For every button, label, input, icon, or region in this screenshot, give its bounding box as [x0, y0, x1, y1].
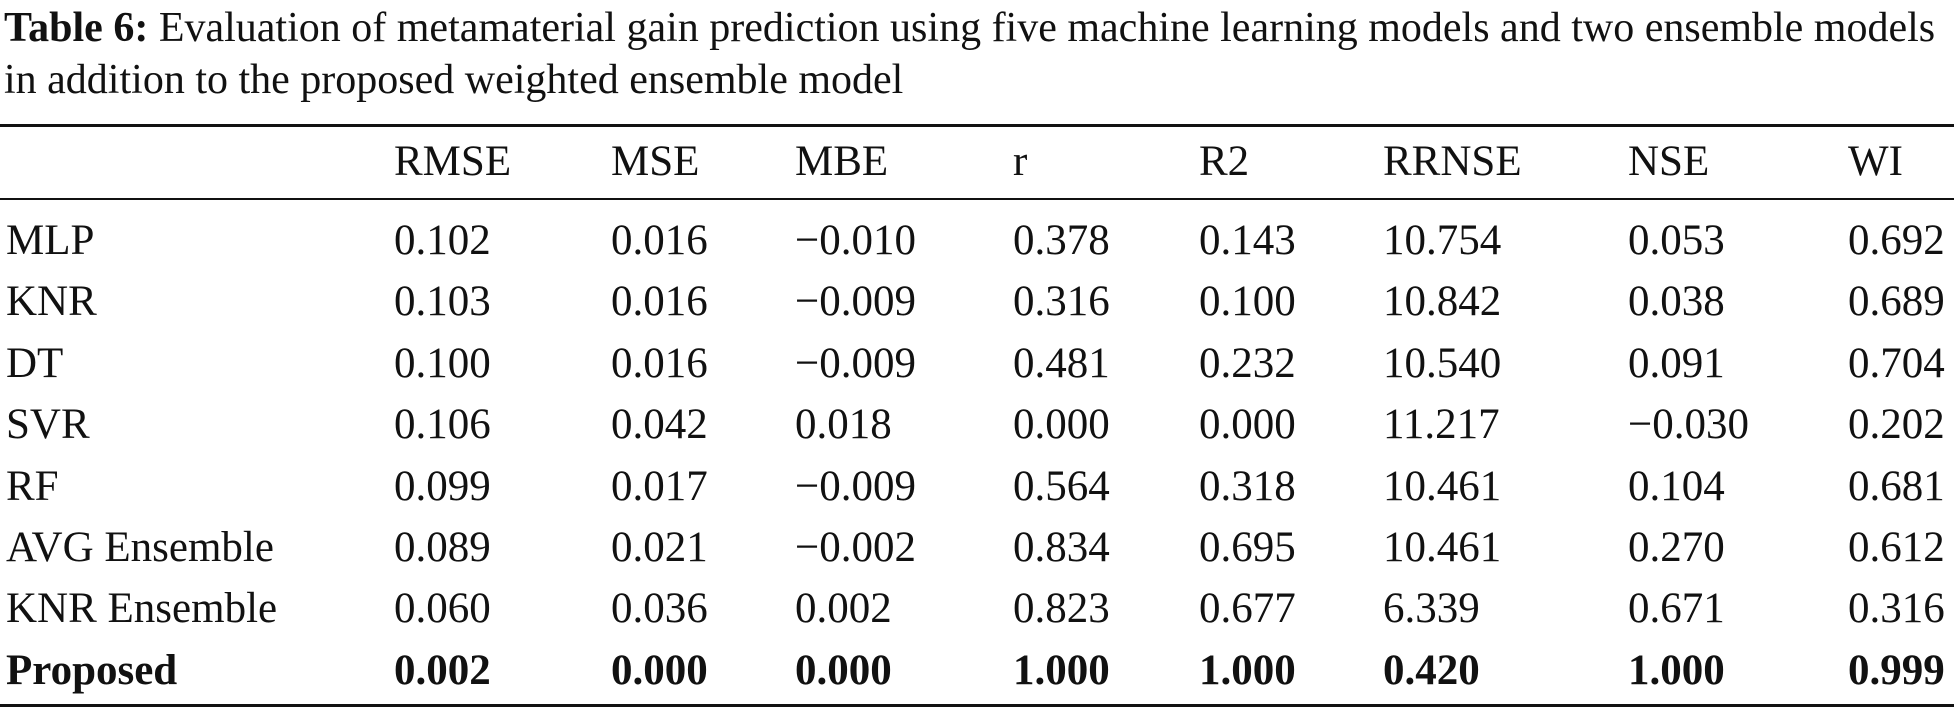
top-rule — [0, 124, 1954, 127]
table-cell: 0.270 — [1628, 524, 1725, 571]
table-cell: 0.378 — [1013, 217, 1110, 264]
table-cell: −0.009 — [795, 278, 917, 326]
table-cell: 0.481 — [1013, 339, 1110, 387]
table-caption: Table 6: Evaluation of metamaterial gain… — [4, 2, 1952, 106]
table-cell: −0.009 — [795, 339, 917, 387]
table-cell: 10.842 — [1383, 278, 1502, 326]
table-cell: 0.823 — [1013, 585, 1110, 633]
row-label: KNR — [6, 278, 97, 326]
table-cell: 0.834 — [1013, 524, 1110, 571]
table-cell: 0.143 — [1199, 217, 1296, 264]
table-cell: 0.681 — [1848, 462, 1945, 510]
table-cell: 0.202 — [1848, 401, 1945, 449]
table-cell: 0.000 — [1199, 401, 1296, 449]
column-header: RRNSE — [1383, 138, 1522, 185]
table-cell: 0.016 — [611, 278, 708, 326]
table-cell: 6.339 — [1383, 585, 1480, 633]
table-cell: 0.100 — [1199, 278, 1296, 326]
row-label: Proposed — [6, 646, 178, 694]
table-cell: 0.564 — [1013, 462, 1110, 510]
table-cell: 0.018 — [795, 401, 892, 449]
table-cell: −0.009 — [795, 462, 917, 510]
column-header: R2 — [1199, 138, 1250, 185]
table-cell: 0.612 — [1848, 524, 1945, 571]
table-cell: 0.103 — [394, 278, 491, 326]
row-label: SVR — [6, 401, 90, 449]
row-label: DT — [6, 339, 64, 387]
table-cell: 0.089 — [394, 524, 491, 571]
table-cell: 0.036 — [611, 585, 708, 633]
table-cell: 0.316 — [1848, 585, 1945, 633]
table-cell: 0.021 — [611, 524, 708, 571]
table-cell: 0.106 — [394, 401, 491, 449]
table-cell: 1.000 — [1628, 646, 1725, 694]
header-rule — [0, 198, 1954, 200]
column-header: r — [1013, 138, 1028, 185]
table-cell: 0.053 — [1628, 217, 1725, 264]
table-cell: 0.000 — [1013, 401, 1110, 449]
table-cell: 0.017 — [611, 462, 708, 510]
table-cell: 0.999 — [1848, 646, 1945, 694]
table-cell: 0.689 — [1848, 278, 1945, 326]
table-cell: 0.232 — [1199, 339, 1296, 387]
bottom-rule — [0, 704, 1954, 707]
table-cell: 0.102 — [394, 217, 491, 264]
table-cell: 0.000 — [611, 646, 708, 694]
table-cell: 11.217 — [1383, 401, 1500, 449]
column-header: NSE — [1628, 138, 1710, 185]
table-cell: 0.060 — [394, 585, 491, 633]
column-header: MSE — [611, 138, 700, 185]
table-cell: 10.461 — [1383, 462, 1502, 510]
table-cell: 0.099 — [394, 462, 491, 510]
table-cell: −0.002 — [795, 524, 917, 571]
table-cell: 0.042 — [611, 401, 708, 449]
table-cell: 10.540 — [1383, 339, 1502, 387]
table-cell: 0.695 — [1199, 524, 1296, 571]
table-cell: 0.318 — [1199, 462, 1296, 510]
table-cell: 1.000 — [1013, 646, 1110, 694]
table-cell: −0.030 — [1628, 401, 1750, 449]
row-label: KNR Ensemble — [6, 585, 278, 633]
table-cell: 0.016 — [611, 217, 708, 264]
table-cell: 0.000 — [795, 646, 892, 694]
table-cell: 0.002 — [394, 646, 491, 694]
table-cell: 0.002 — [795, 585, 892, 633]
table-cell: 10.754 — [1383, 217, 1502, 264]
column-header: MBE — [795, 138, 889, 185]
table-cell: 0.420 — [1383, 646, 1480, 694]
table-cell: 0.100 — [394, 339, 491, 387]
table-cell: 0.677 — [1199, 585, 1296, 633]
row-label: MLP — [6, 217, 95, 264]
table-cell: −0.010 — [795, 217, 917, 264]
table-cell: 0.016 — [611, 339, 708, 387]
caption-label: Table 6: — [4, 5, 149, 51]
column-header: RMSE — [394, 138, 512, 185]
table-cell: 10.461 — [1383, 524, 1502, 571]
table-cell: 0.038 — [1628, 278, 1725, 326]
table-cell: 0.316 — [1013, 278, 1110, 326]
table-cell: 0.104 — [1628, 462, 1725, 510]
caption-text: Evaluation of metamaterial gain predicti… — [4, 5, 1936, 103]
row-label: RF — [6, 462, 59, 510]
table-cell: 0.704 — [1848, 339, 1945, 387]
table-cell: 1.000 — [1199, 646, 1296, 694]
row-label: AVG Ensemble — [6, 524, 274, 571]
table-cell: 0.091 — [1628, 339, 1725, 387]
column-header: WI — [1848, 138, 1903, 185]
table-cell: 0.671 — [1628, 585, 1725, 633]
table-cell: 0.692 — [1848, 217, 1945, 264]
